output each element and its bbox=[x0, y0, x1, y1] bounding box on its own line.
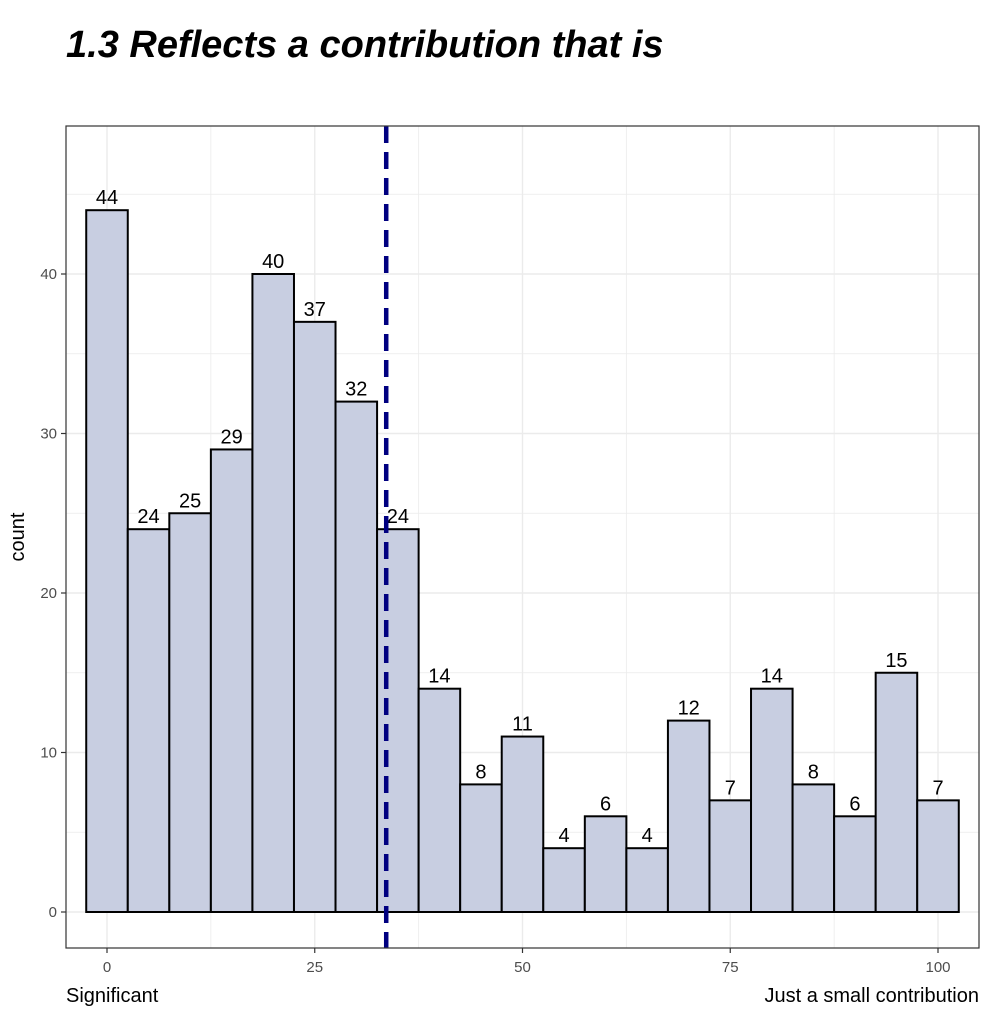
bar-value-label: 7 bbox=[725, 777, 736, 799]
x-tick-label: 0 bbox=[103, 959, 111, 976]
bar-value-label: 8 bbox=[808, 761, 819, 783]
y-tick-label: 40 bbox=[40, 266, 57, 283]
bar-value-label: 14 bbox=[428, 666, 450, 688]
axis-ticks: 0 25 50 75 100 0 10 20 30 40 bbox=[40, 266, 950, 976]
histogram-bar bbox=[874, 671, 919, 913]
x-tick-label: 75 bbox=[722, 959, 739, 976]
bar-value-label: 7 bbox=[932, 777, 943, 799]
bar-value-label: 24 bbox=[387, 506, 409, 528]
bar-value-label: 24 bbox=[137, 506, 159, 528]
x-tick-label: 25 bbox=[306, 959, 323, 976]
y-tick-label: 30 bbox=[40, 426, 57, 443]
bar-value-label: 15 bbox=[885, 650, 907, 672]
histogram-bar bbox=[833, 815, 877, 913]
bar-value-label: 6 bbox=[849, 793, 860, 815]
bar-value-label: 40 bbox=[262, 251, 284, 273]
bar-value-label: 32 bbox=[345, 379, 367, 401]
histogram-bar bbox=[417, 687, 462, 914]
bar-value-label: 29 bbox=[221, 426, 243, 448]
x-tick-label: 50 bbox=[514, 959, 531, 976]
histogram-bar bbox=[916, 799, 960, 913]
bar-value-label: 4 bbox=[558, 825, 569, 847]
bar-value-label: 37 bbox=[304, 299, 326, 321]
histogram-bar bbox=[500, 735, 545, 913]
histogram-bar bbox=[292, 320, 337, 914]
bar-value-label: 6 bbox=[600, 793, 611, 815]
histogram-bar bbox=[376, 528, 420, 913]
histogram-bar bbox=[251, 273, 295, 913]
y-tick-label: 10 bbox=[40, 745, 57, 762]
bar-value-label: 11 bbox=[512, 714, 533, 736]
x-axis-label-right: Just a small contribution bbox=[764, 985, 979, 1007]
histogram-bar bbox=[542, 847, 586, 914]
y-axis-title: count bbox=[7, 512, 29, 561]
histogram-bar bbox=[459, 783, 503, 914]
bars bbox=[85, 209, 960, 914]
histogram-bar bbox=[750, 687, 794, 914]
x-tick-label: 100 bbox=[925, 959, 950, 976]
x-axis-label-left: Significant bbox=[66, 985, 159, 1007]
histogram-bar bbox=[85, 209, 129, 913]
bar-labels: 44 24 25 29 40 37 32 24 14 8 11 4 6 4 12 7 14 8 6 15 7 bbox=[96, 187, 944, 847]
histogram-bar bbox=[209, 448, 254, 913]
histogram-bar bbox=[625, 847, 669, 914]
histogram-bar bbox=[791, 783, 836, 914]
bar-value-label: 25 bbox=[179, 490, 201, 512]
y-tick-label: 20 bbox=[40, 585, 57, 602]
chart-title: 1.3 Reflects a contribution that is bbox=[66, 24, 664, 66]
bar-value-label: 4 bbox=[642, 825, 653, 847]
bar-value-label: 44 bbox=[96, 187, 118, 209]
histogram-bar bbox=[708, 799, 753, 913]
bar-value-label: 12 bbox=[678, 698, 700, 720]
histogram-bar bbox=[334, 400, 379, 913]
histogram-bar bbox=[583, 815, 628, 913]
histogram-bar bbox=[168, 512, 212, 913]
histogram-bar bbox=[666, 719, 711, 913]
bar-value-label: 8 bbox=[475, 761, 486, 783]
histogram-bar bbox=[126, 528, 171, 913]
y-tick-label: 0 bbox=[49, 904, 57, 921]
bar-value-label: 14 bbox=[761, 666, 783, 688]
